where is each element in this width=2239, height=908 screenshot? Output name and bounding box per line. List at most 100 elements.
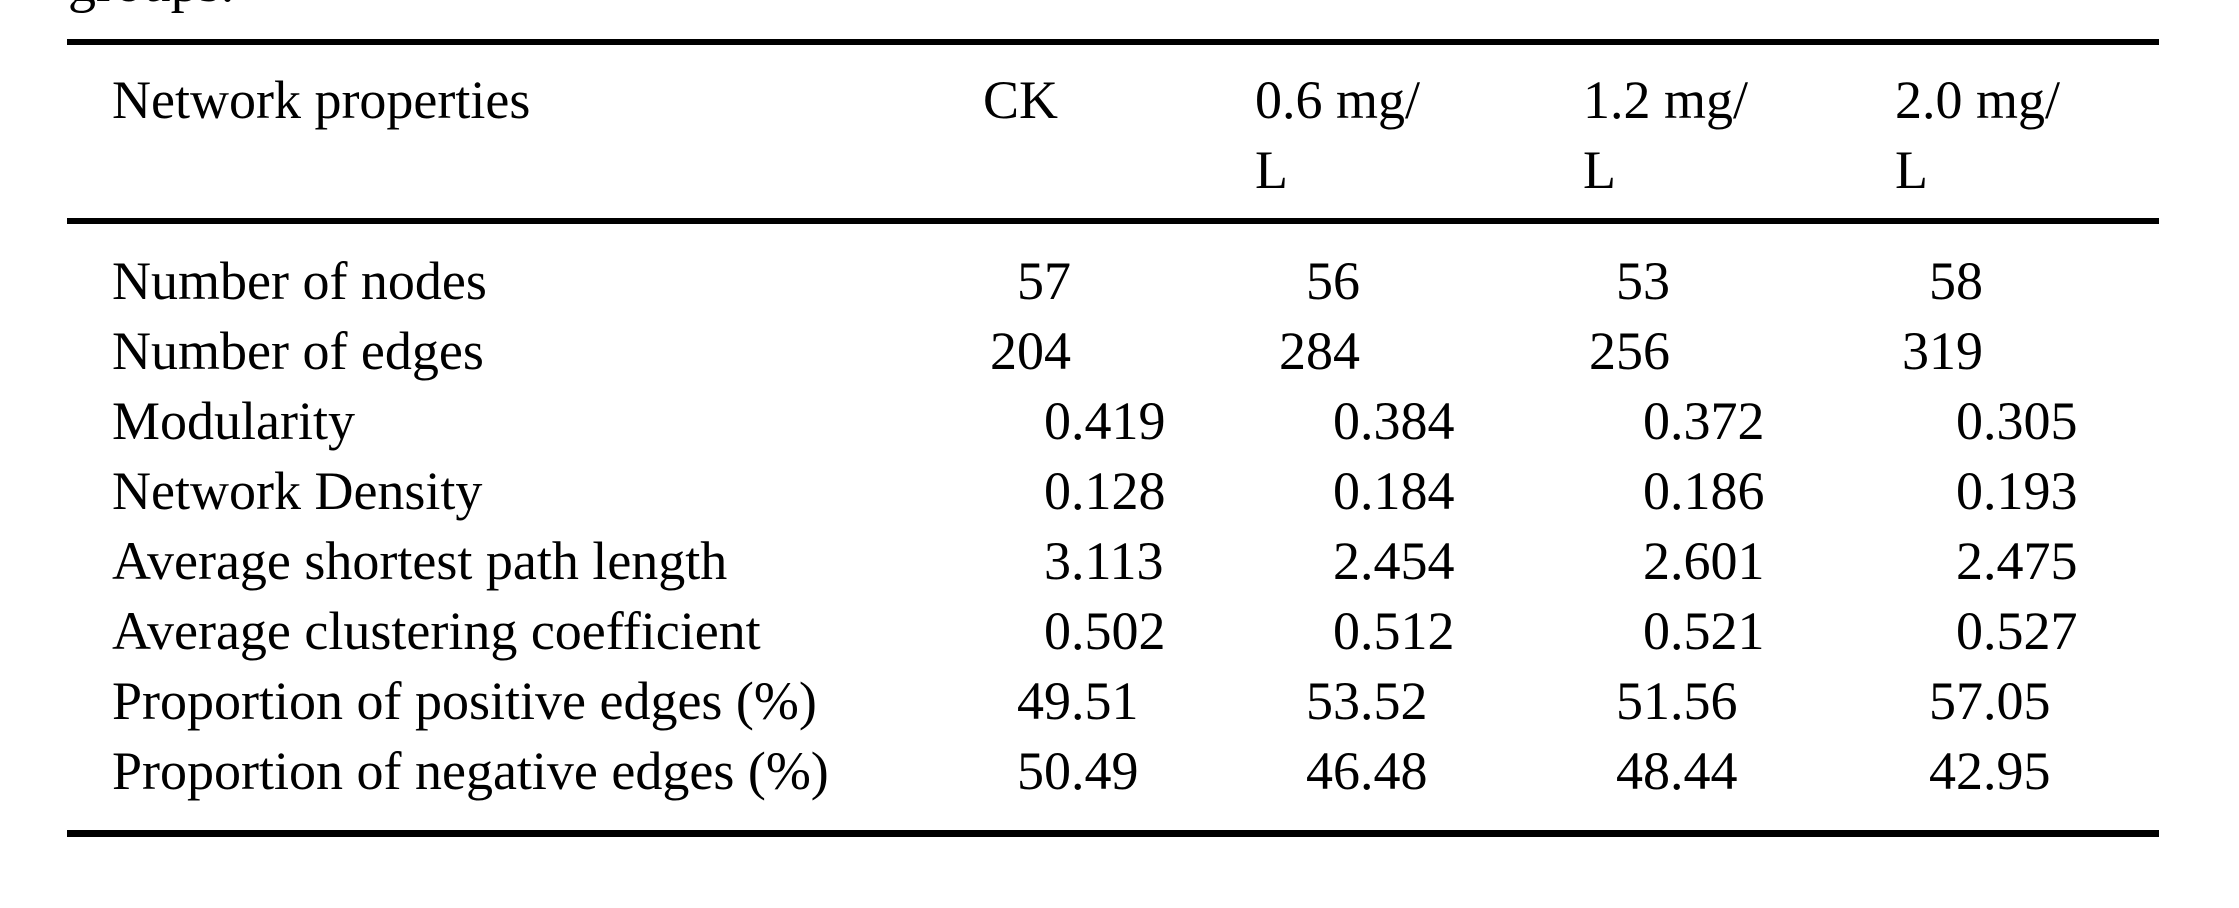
- cell-int-part: 0: [1956, 391, 1983, 451]
- cell-int-part: 46: [1306, 741, 1360, 801]
- table-cell: 58: [1823, 246, 1983, 316]
- cell-int-part: 0: [1956, 601, 1983, 661]
- cell-int-part: 0: [1044, 391, 1071, 451]
- table-cell: 2.454: [1200, 526, 1455, 596]
- header-col-1.2mgL: 1.2 mg/ L: [1583, 65, 1853, 205]
- table-cell: 0.521: [1510, 596, 1765, 666]
- table-cell: 0.193: [1823, 456, 2078, 526]
- table-cell: 0.184: [1200, 456, 1455, 526]
- cell-frac-part: .601: [1670, 531, 1765, 591]
- row-label: Number of nodes: [112, 251, 487, 311]
- header-col-ck: CK: [983, 65, 1253, 205]
- cell-frac-part: .184: [1360, 461, 1455, 521]
- cell-frac-part: .51: [1071, 671, 1139, 731]
- table-row: Average clustering coefficient 0.502 0.5…: [67, 596, 2159, 666]
- table-cell: 0.305: [1823, 386, 2078, 456]
- table-cell: 53.52: [1200, 666, 1428, 736]
- cell-frac-part: .95: [1983, 741, 2051, 801]
- table-cell: 319: [1823, 316, 1983, 386]
- cell-frac-part: .454: [1360, 531, 1455, 591]
- cell-frac-part: .186: [1670, 461, 1765, 521]
- header-col-0.6mgL-line1: 0.6 mg/: [1255, 70, 1421, 130]
- table-cell: 53: [1510, 246, 1670, 316]
- table-row: Proportion of negative edges (%) 50.49 4…: [67, 736, 2159, 806]
- cell-frac-part: .113: [1071, 531, 1164, 591]
- table-row: Proportion of positive edges (%) 49.51 5…: [67, 666, 2159, 736]
- cell-frac-part: .52: [1360, 671, 1428, 731]
- cell-frac-part: .502: [1071, 601, 1166, 661]
- cell-int-part: 319: [1902, 321, 1983, 381]
- row-label: Modularity: [112, 391, 355, 451]
- table-cell: 0.372: [1510, 386, 1765, 456]
- table-row: Number of nodes 57 56 53 58: [67, 246, 2159, 316]
- cell-int-part: 58: [1929, 251, 1983, 311]
- header-col-2.0mgL: 2.0 mg/ L: [1895, 65, 2165, 205]
- table-cell: 2.601: [1510, 526, 1765, 596]
- cell-int-part: 0: [1044, 461, 1071, 521]
- cell-int-part: 0: [1643, 601, 1670, 661]
- table-cell: 204: [911, 316, 1071, 386]
- table-cell: 51.56: [1510, 666, 1738, 736]
- table-cell: 284: [1200, 316, 1360, 386]
- header-network-properties: Network properties: [112, 70, 531, 130]
- row-label: Network Density: [112, 461, 483, 521]
- cell-int-part: 2: [1333, 531, 1360, 591]
- cell-int-part: 0: [1643, 461, 1670, 521]
- table-cell: 42.95: [1823, 736, 2051, 806]
- cell-int-part: 256: [1589, 321, 1670, 381]
- cell-frac-part: .512: [1360, 601, 1455, 661]
- cell-int-part: 0: [1956, 461, 1983, 521]
- cell-int-part: 48: [1616, 741, 1670, 801]
- table-row: Network Density 0.128 0.184 0.186 0.193: [67, 456, 2159, 526]
- cell-frac-part: .305: [1983, 391, 2078, 451]
- cell-int-part: 0: [1643, 391, 1670, 451]
- header-col-1.2mgL-line2: L: [1583, 140, 1616, 200]
- table-cell: 57: [911, 246, 1071, 316]
- cell-int-part: 50: [1017, 741, 1071, 801]
- cell-frac-part: .521: [1670, 601, 1765, 661]
- cell-int-part: 57: [1929, 671, 1983, 731]
- cell-frac-part: .128: [1071, 461, 1166, 521]
- table-cell: 0.384: [1200, 386, 1455, 456]
- table-cell: 57.05: [1823, 666, 2051, 736]
- table-body: Number of nodes 57 56 53 58 Number of ed…: [67, 224, 2159, 830]
- row-label: Average clustering coefficient: [112, 601, 761, 661]
- cell-int-part: 0: [1333, 391, 1360, 451]
- row-label: Proportion of negative edges (%): [112, 741, 829, 801]
- cell-int-part: 3: [1044, 531, 1071, 591]
- table-header-rule: [67, 218, 2159, 224]
- table-cell: 3.113: [911, 526, 1164, 596]
- cell-frac-part: .44: [1670, 741, 1738, 801]
- cell-frac-part: .384: [1360, 391, 1455, 451]
- table-cell: 0.186: [1510, 456, 1765, 526]
- cell-frac-part: .193: [1983, 461, 2078, 521]
- cell-frac-part: .372: [1670, 391, 1765, 451]
- cell-int-part: 2: [1643, 531, 1670, 591]
- table-cell: 0.128: [911, 456, 1166, 526]
- clipped-caption-text: groups.: [68, 0, 234, 11]
- header-col-ck-line1: CK: [983, 70, 1059, 130]
- cell-frac-part: .527: [1983, 601, 2078, 661]
- table-cell: 56: [1200, 246, 1360, 316]
- table-cell: 0.512: [1200, 596, 1455, 666]
- table-cell: 49.51: [911, 666, 1139, 736]
- cell-int-part: 284: [1279, 321, 1360, 381]
- cell-int-part: 53: [1306, 671, 1360, 731]
- header-col-1.2mgL-line1: 1.2 mg/: [1583, 70, 1749, 130]
- cell-int-part: 0: [1333, 601, 1360, 661]
- table-cell: 46.48: [1200, 736, 1428, 806]
- cell-int-part: 42: [1929, 741, 1983, 801]
- cell-int-part: 0: [1044, 601, 1071, 661]
- cell-int-part: 56: [1306, 251, 1360, 311]
- cell-frac-part: .419: [1071, 391, 1166, 451]
- header-col-2.0mgL-line1: 2.0 mg/: [1895, 70, 2061, 130]
- row-label: Average shortest path length: [112, 531, 728, 591]
- table-row: Average shortest path length 3.113 2.454…: [67, 526, 2159, 596]
- cell-frac-part: .475: [1983, 531, 2078, 591]
- table-cell: 48.44: [1510, 736, 1738, 806]
- table-cell: 0.419: [911, 386, 1166, 456]
- cell-int-part: 53: [1616, 251, 1670, 311]
- network-properties-table: Network properties CK 0.6 mg/ L 1.2 mg/ …: [67, 39, 2159, 837]
- cell-int-part: 0: [1333, 461, 1360, 521]
